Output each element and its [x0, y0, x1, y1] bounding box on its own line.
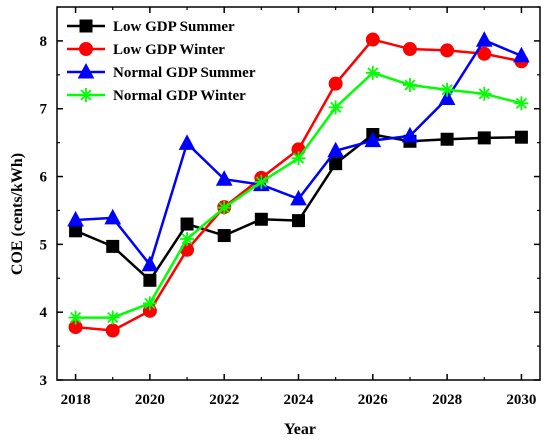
- y-tick-label: 5: [40, 237, 48, 253]
- data-point: [477, 46, 492, 61]
- asterisk-stroke: [107, 312, 119, 324]
- legend-label: Normal GDP Summer: [113, 65, 256, 81]
- y-tick-label: 8: [40, 34, 48, 50]
- data-point: [365, 65, 380, 80]
- asterisk-stroke: [330, 101, 342, 113]
- data-point: [328, 100, 343, 115]
- data-point: [292, 214, 305, 228]
- data-point: [215, 170, 233, 186]
- data-point: [364, 131, 382, 148]
- asterisk-stroke: [181, 233, 193, 245]
- data-point: [402, 77, 417, 92]
- data-point: [142, 296, 157, 311]
- series-group: [67, 31, 530, 338]
- data-point: [67, 210, 84, 227]
- data-point: [477, 131, 491, 145]
- legend-label: Low GDP Winter: [113, 42, 225, 58]
- data-point: [440, 43, 455, 58]
- data-point: [143, 273, 157, 287]
- y-axis-title: COE (cents/kWh): [9, 153, 26, 275]
- x-tick-label: 2020: [135, 392, 165, 408]
- data-point: [329, 157, 343, 171]
- axes: 2018 2020 2022 2024 2026 2028 2030 3 4 5 6 7 8: [40, 6, 541, 408]
- y-tick-label: 4: [40, 305, 48, 321]
- x-tick-label: 2022: [209, 392, 239, 408]
- legend-item: Low GDP Summer: [67, 19, 235, 35]
- data-point: [105, 323, 120, 338]
- data-point: [217, 200, 232, 215]
- legend-label: Low GDP Summer: [113, 19, 235, 35]
- series-line: [75, 38, 522, 332]
- data-point: [69, 224, 83, 238]
- data-point: [514, 130, 528, 144]
- data-point: [178, 134, 196, 150]
- data-point: [217, 229, 231, 243]
- y-tick-label: 7: [40, 102, 48, 118]
- data-point: [68, 310, 83, 325]
- asterisk-stroke: [144, 297, 156, 309]
- data-point: [440, 132, 454, 146]
- legend-marker: [77, 62, 95, 79]
- data-point: [365, 32, 380, 47]
- data-point: [105, 310, 120, 325]
- x-tick-label: 2026: [358, 392, 389, 408]
- data-point: [513, 46, 530, 63]
- x-tick-label: 2030: [506, 392, 536, 408]
- data-point: [477, 86, 492, 101]
- legend-label: Normal GDP Winter: [113, 88, 246, 104]
- x-tick-label: 2018: [61, 392, 91, 408]
- legend-marker: [79, 19, 93, 33]
- legend: Low GDP Summer Low GDP Winter Normal GDP S…: [67, 19, 256, 104]
- legend-marker: [79, 88, 93, 102]
- data-point: [401, 126, 419, 143]
- legend-item: Normal GDP Summer: [67, 62, 256, 81]
- legend-marker: [79, 42, 93, 56]
- asterisk-stroke: [80, 89, 92, 101]
- data-point: [104, 208, 122, 225]
- data-point: [290, 189, 307, 206]
- x-axis-title: Year: [284, 421, 316, 438]
- data-point: [180, 231, 195, 246]
- asterisk-stroke: [218, 202, 230, 214]
- y-tick-label: 3: [40, 373, 48, 389]
- data-point: [254, 174, 269, 189]
- asterisk-stroke: [478, 88, 490, 100]
- data-point: [475, 31, 493, 47]
- data-point: [440, 82, 455, 97]
- data-point: [514, 96, 529, 111]
- data-point: [141, 255, 159, 272]
- legend-item: Low GDP Winter: [67, 42, 225, 58]
- data-point: [328, 76, 343, 91]
- asterisk-stroke: [404, 79, 416, 91]
- data-point: [254, 212, 268, 226]
- x-tick-label: 2028: [432, 392, 462, 408]
- y-tick-label: 6: [40, 170, 48, 186]
- data-point: [402, 42, 417, 57]
- asterisk-stroke: [441, 84, 453, 96]
- series-normal-gdp-winter: [68, 65, 529, 325]
- asterisk-stroke: [255, 176, 267, 188]
- legend-item: Normal GDP Winter: [67, 88, 246, 104]
- data-point: [327, 141, 344, 158]
- data-point: [438, 89, 456, 106]
- data-point: [291, 151, 306, 166]
- asterisk-stroke: [515, 97, 528, 109]
- asterisk-stroke: [292, 152, 305, 164]
- data-point: [106, 239, 120, 253]
- asterisk-stroke: [367, 67, 379, 79]
- asterisk-stroke: [69, 312, 82, 324]
- series-normal-gdp-summer: [67, 31, 530, 272]
- x-tick-label: 2024: [284, 392, 315, 408]
- data-point: [180, 217, 194, 231]
